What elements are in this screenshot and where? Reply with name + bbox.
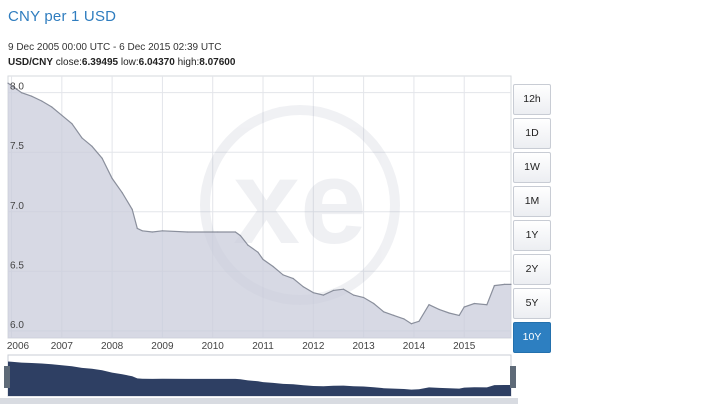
svg-text:xe: xe — [233, 135, 366, 269]
x-tick-label: 2010 — [202, 341, 225, 352]
price-point — [493, 285, 495, 287]
high-label: high: — [177, 57, 200, 68]
price-point — [383, 311, 385, 313]
price-point — [151, 231, 153, 233]
price-point — [234, 231, 236, 233]
price-point — [292, 277, 294, 280]
price-point — [21, 92, 23, 94]
range-selector: 12h 1D 1W 1M 1Y 2Y 5Y 10Y — [513, 84, 551, 356]
y-tick-label: 6.5 — [10, 260, 24, 271]
price-point — [282, 274, 284, 276]
price-area — [8, 83, 511, 338]
price-point — [136, 227, 138, 229]
low-label: low: — [120, 57, 139, 68]
price-point — [322, 294, 324, 296]
range-button-1d[interactable]: 1D — [513, 118, 551, 149]
price-point — [239, 235, 241, 237]
price-point — [41, 100, 43, 102]
price-points — [7, 82, 512, 325]
low-value: 6.04370 — [138, 57, 175, 68]
x-tick-label: 2008 — [101, 341, 124, 352]
navigator-left-handle[interactable] — [4, 366, 10, 388]
price-point — [428, 304, 430, 306]
price-point — [410, 323, 412, 325]
range-button-12h[interactable]: 12h — [513, 84, 551, 115]
y-tick-label: 6.0 — [10, 320, 24, 331]
price-point — [31, 95, 33, 97]
close-label: close: — [55, 57, 82, 68]
price-point — [312, 292, 314, 294]
price-point — [121, 192, 123, 194]
price-point — [448, 312, 450, 314]
price-point — [187, 231, 189, 233]
price-point — [510, 283, 512, 285]
high-value: 8.07600 — [199, 57, 236, 68]
range-button-1m[interactable]: 1M — [513, 186, 551, 217]
x-tick-label: 2015 — [453, 341, 476, 352]
price-point — [463, 306, 465, 308]
range-button-10y[interactable]: 10Y — [513, 322, 551, 353]
price-point — [10, 84, 13, 87]
price-point — [353, 294, 355, 296]
price-point — [247, 244, 249, 246]
quote-summary: USD/CNY close:6.39495 low:6.04370 high:8… — [8, 57, 235, 68]
x-tick-label: 2012 — [302, 341, 325, 352]
price-point — [393, 314, 395, 316]
price-point — [61, 114, 63, 116]
y-tick-label: 7.0 — [10, 201, 24, 212]
close-value: 6.39495 — [81, 57, 119, 68]
price-point — [257, 251, 259, 253]
x-tick-label: 2011 — [252, 341, 274, 352]
range-button-2y[interactable]: 2Y — [513, 254, 551, 285]
price-point — [217, 231, 219, 233]
price-point — [342, 288, 345, 290]
price-point — [418, 320, 420, 322]
range-button-5y[interactable]: 5Y — [513, 288, 551, 319]
price-point — [403, 318, 405, 320]
price-point — [363, 296, 365, 299]
price-point — [111, 177, 113, 179]
price-point — [71, 123, 73, 125]
price-point — [131, 208, 133, 210]
price-point — [91, 145, 93, 147]
price-point — [438, 308, 440, 310]
price-point — [272, 265, 274, 268]
price-point — [486, 304, 488, 306]
price-point — [473, 302, 475, 305]
price-line — [7, 82, 511, 325]
x-tick-label: 2014 — [403, 341, 426, 352]
price-point — [332, 289, 334, 291]
price-point — [503, 283, 506, 285]
x-tick-label: 2009 — [151, 341, 174, 352]
y-tick-label: 8.0 — [10, 82, 24, 93]
price-point — [458, 314, 460, 316]
x-axis-ticks: 2006 2007 2008 2009 2010 2011 2012 2013 2014 2015 — [7, 341, 476, 352]
price-point — [302, 286, 304, 288]
price-point — [7, 82, 9, 84]
range-button-1w[interactable]: 1W — [513, 152, 551, 183]
navigator-area — [8, 361, 511, 396]
range-button-1y[interactable]: 1Y — [513, 220, 551, 251]
date-range: 9 Dec 2005 00:00 UTC - 6 Dec 2015 02:39 … — [8, 42, 222, 53]
chart-title: CNY per 1 USD — [8, 8, 117, 25]
price-point — [81, 137, 83, 139]
currency-pair: USD/CNY — [8, 57, 54, 68]
price-point — [262, 258, 264, 260]
price-point — [212, 231, 214, 233]
x-tick-label: 2007 — [51, 341, 74, 352]
price-point — [373, 302, 375, 305]
x-tick-label: 2006 — [7, 341, 30, 352]
x-tick-label: 2013 — [352, 341, 375, 352]
price-point — [101, 157, 103, 159]
price-point — [161, 230, 163, 232]
y-axis-ticks: 6.0 6.5 7.0 7.5 8.0 — [10, 82, 24, 331]
navigator-right-handle[interactable] — [510, 366, 516, 388]
navigator-scrollbar[interactable] — [0, 398, 518, 404]
price-point — [141, 230, 143, 232]
price-point — [51, 106, 53, 108]
y-tick-label: 7.5 — [10, 141, 24, 152]
